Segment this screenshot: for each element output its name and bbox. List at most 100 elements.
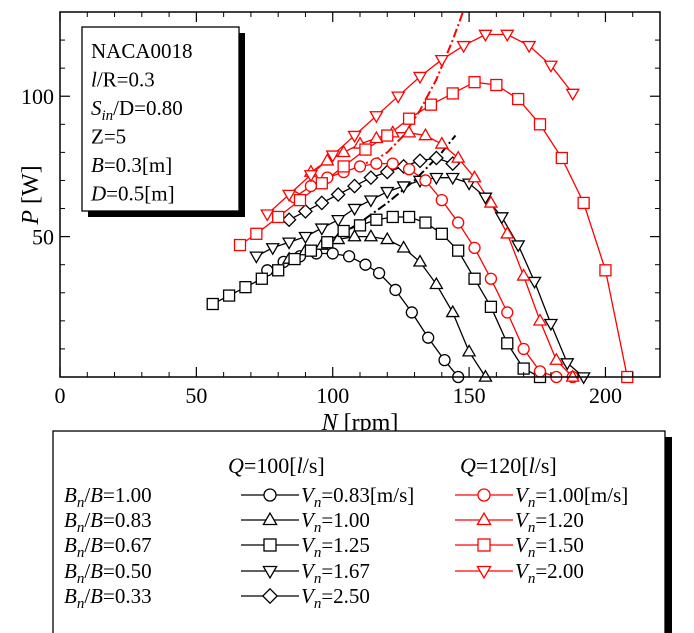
data-point-q120-square: [490, 78, 503, 92]
data-point-q100-circle: [372, 266, 386, 280]
data-point-q120-square: [272, 210, 285, 224]
data-point-q120-square: [233, 238, 247, 252]
data-point-q100-triangle-down: [445, 172, 460, 186]
data-point-q100-triangle-down: [314, 223, 329, 236]
data-point-q100-triangle-down: [298, 231, 313, 245]
data-point-q120-circle: [419, 174, 432, 187]
data-point-q120-triangle-down: [543, 60, 559, 73]
data-point-q120-triangle-down: [391, 91, 406, 104]
data-point-q100-diamond: [379, 164, 395, 180]
data-point-q120-triangle-down: [412, 71, 428, 85]
data-point-q100-square: [419, 216, 432, 229]
data-point-q120-circle: [435, 193, 448, 207]
legend-row-label: Bn/B=0.83: [64, 508, 152, 536]
data-point-q100-square: [321, 236, 334, 249]
data-point-q120-triangle-down: [325, 150, 340, 163]
legend-series-label: Vn=1.67: [301, 559, 370, 587]
data-point-q100-square: [402, 210, 416, 224]
data-point-q120-triangle-up: [549, 352, 564, 365]
data-point-q100-triangle-up: [347, 228, 362, 242]
legend-series-label: Vn=1.20: [515, 508, 584, 536]
data-point-q100-square: [272, 264, 285, 277]
data-point-q120-square: [577, 196, 590, 210]
data-point-q100-square: [501, 337, 514, 350]
data-point-q100-triangle-down: [494, 212, 509, 225]
data-point-q100-square: [386, 210, 399, 224]
legend-marker-q100-triangle-up: [262, 511, 278, 526]
x-tick-label: 0: [55, 383, 66, 408]
data-point-q100-triangle-down: [249, 251, 264, 264]
x-tick-label: 200: [589, 383, 622, 408]
data-point-q120-square: [446, 87, 459, 100]
data-point-q120-square: [424, 98, 438, 111]
data-point-q100-diamond: [281, 212, 297, 228]
data-point-q120-square: [402, 112, 416, 125]
legend-series-label: Vn=1.00[m/s]: [515, 483, 628, 511]
data-point-q100-square: [255, 272, 268, 285]
info-box-line: D=0.5[m]: [90, 182, 175, 206]
data-point-q100-square: [337, 224, 350, 238]
data-point-q120-triangle-up: [532, 313, 548, 326]
data-point-q100-triangle-down: [478, 192, 493, 205]
data-point-q120-square: [555, 151, 568, 165]
data-point-q120-triangle-down: [303, 170, 319, 183]
data-point-q120-triangle-down: [500, 29, 515, 43]
data-point-q100-square: [468, 272, 481, 285]
legend-marker-q120-triangle-up: [476, 511, 492, 526]
data-point-q120-circle: [501, 306, 514, 319]
data-point-q120-circle: [402, 163, 416, 176]
data-point-q120-square: [599, 264, 612, 277]
data-point-q100-triangle-up: [396, 240, 411, 253]
data-point-q100-square: [288, 252, 301, 266]
legend-row-label: Bn/B=0.67: [64, 533, 152, 561]
data-point-q120-square: [468, 76, 481, 89]
info-box-line: Z=5: [91, 125, 126, 149]
data-point-q120-triangle-down: [478, 29, 493, 43]
data-point-q100-diamond: [347, 178, 363, 194]
data-point-q100-triangle-up: [478, 369, 493, 382]
data-point-q100-square: [239, 281, 252, 294]
data-point-q120-triangle-down: [369, 111, 384, 124]
data-point-q120-circle: [517, 342, 530, 356]
data-point-q120-triangle-down: [565, 88, 580, 102]
data-point-q120-triangle-up: [434, 136, 449, 149]
data-point-q100-circle: [405, 306, 418, 319]
data-point-q100-diamond: [412, 153, 428, 169]
legend: Q=100[l/s] Q=120[l/s]Bn/B=1.00Bn/B=0.83Bn…: [52, 430, 672, 633]
data-point-q120-triangle-down: [347, 130, 362, 144]
data-point-q120-square: [512, 92, 525, 106]
data-point-q100-diamond: [297, 203, 313, 219]
data-point-q100-triangle-up: [429, 276, 444, 290]
y-tick-label: 50: [32, 225, 54, 250]
data-point-q100-square: [452, 244, 465, 257]
data-point-q100-square: [370, 213, 383, 226]
legend-series-label: Vn=1.50: [515, 533, 584, 561]
data-point-q100-triangle-down: [281, 237, 297, 250]
data-point-q120-circle: [484, 272, 498, 285]
data-point-q100-circle: [422, 331, 435, 344]
data-point-q120-triangle-down: [281, 189, 297, 203]
data-point-q120-square: [533, 118, 547, 131]
data-point-q100-triangle-down: [527, 276, 542, 290]
data-point-q100-triangle-up: [363, 228, 379, 242]
legend-row-label: Bn/B=1.00: [64, 483, 152, 511]
data-point-q120-circle: [452, 216, 465, 229]
legend-series-label: Vn=2.50: [301, 584, 370, 612]
data-point-q100-square: [353, 219, 367, 232]
data-point-q120-triangle-down: [456, 40, 471, 54]
legend-marker-q100-circle: [263, 488, 277, 502]
x-tick-label: 50: [185, 383, 207, 408]
legend-header-q100: Q=100[l/s]: [228, 453, 325, 478]
data-point-q120-square: [381, 129, 394, 142]
data-point-q120-triangle-up: [320, 153, 335, 166]
data-point-q120-circle: [468, 241, 481, 254]
data-point-q100-square: [435, 227, 448, 240]
data-point-q100-square: [206, 297, 219, 311]
data-point-q120-triangle-up: [369, 130, 384, 144]
data-point-q120-square: [250, 227, 263, 240]
data-point-q120-square: [293, 193, 307, 207]
data-point-q100-diamond: [428, 150, 444, 166]
data-point-q100-circle: [342, 250, 356, 263]
